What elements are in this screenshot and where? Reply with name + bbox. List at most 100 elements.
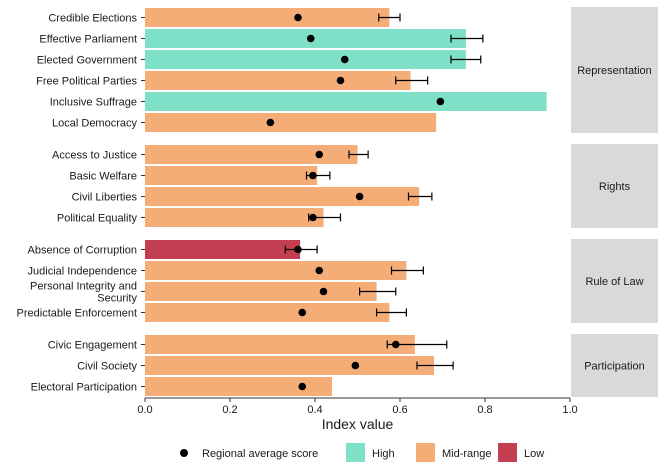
category-label: Elected Government xyxy=(37,55,137,67)
legend-label: Mid-range xyxy=(442,448,492,460)
row-basic-welfare: Basic Welfare xyxy=(69,166,331,185)
regional-average-point xyxy=(315,266,324,275)
bar xyxy=(145,335,415,354)
x-axis-title: Index value xyxy=(322,416,394,432)
category-label-line: Judicial Independence xyxy=(28,266,137,278)
regional-average-point xyxy=(315,150,324,159)
x-tick-label: 0.8 xyxy=(477,404,492,416)
category-label: Credible Elections xyxy=(48,13,137,25)
category-label-line: Credible Elections xyxy=(48,13,137,25)
legend-item-low: Low xyxy=(498,443,544,462)
row-judicial-independence: Judicial Independence xyxy=(28,261,424,280)
regional-average-point xyxy=(436,97,445,106)
regional-average-point xyxy=(336,76,345,85)
bar xyxy=(145,187,420,206)
x-axis: 0.0 0.2 0.4 0.6 0.8 1.0 xyxy=(137,397,578,416)
error-bar xyxy=(407,192,433,201)
category-label: Electoral Participation xyxy=(31,382,137,394)
error-bar xyxy=(359,287,397,296)
facet-strip-label: Participation xyxy=(584,361,645,373)
row-free-political-parties: Free Political Parties xyxy=(36,71,429,90)
panel-representation: Representation Credible Elections Effectiv… xyxy=(36,7,658,133)
legend-item-mid-range: Mid-range xyxy=(416,443,492,462)
row-absence-of-corruption: Absence of Corruption xyxy=(28,240,318,259)
panel-rule-of-law: Rule of Law Absence of Corruption Judicial… xyxy=(17,239,658,323)
row-predictable-enforcement: Predictable Enforcement xyxy=(17,303,407,322)
row-inclusive-suffrage: Inclusive Suffrage xyxy=(50,92,547,111)
category-label-line: Civil Society xyxy=(77,361,137,373)
category-label-line: Effective Parliament xyxy=(39,34,137,46)
error-bar xyxy=(348,150,369,159)
bar xyxy=(145,92,547,111)
category-label: Access to Justice xyxy=(52,150,137,162)
category-label-line: Access to Justice xyxy=(52,150,137,162)
bar xyxy=(145,166,318,185)
category-label: Judicial Independence xyxy=(28,266,137,278)
regional-average-point xyxy=(340,55,349,64)
regional-average-point xyxy=(298,382,307,391)
panel-participation: Participation Civic Engagement Civil Socie… xyxy=(31,334,658,397)
error-bar xyxy=(450,55,482,64)
regional-average-point xyxy=(294,245,302,254)
bar xyxy=(145,240,301,259)
category-label: Free Political Parties xyxy=(36,76,137,88)
row-civil-liberties: Civil Liberties xyxy=(72,187,433,206)
row-civil-society: Civil Society xyxy=(77,356,454,375)
error-bar xyxy=(378,13,401,22)
category-label-line: Inclusive Suffrage xyxy=(50,97,137,109)
x-tick-label: 0.0 xyxy=(137,404,152,416)
row-local-democracy: Local Democracy xyxy=(52,113,437,132)
regional-average-point xyxy=(319,287,328,296)
row-credible-elections: Credible Elections xyxy=(48,8,401,27)
regional-average-point xyxy=(266,118,275,127)
error-bar xyxy=(450,34,484,43)
category-label-line: Local Democracy xyxy=(52,118,137,130)
facet-strip xyxy=(571,239,658,323)
chart-panels: Representation Credible Elections Effectiv… xyxy=(17,7,658,397)
category-label-line: Political Equality xyxy=(57,213,138,225)
error-bar xyxy=(376,308,407,317)
row-political-equality: Political Equality xyxy=(57,208,342,227)
x-tick-label: 0.4 xyxy=(307,404,322,416)
category-label-line: Basic Welfare xyxy=(69,171,137,183)
error-bar xyxy=(395,76,429,85)
row-elected-government: Elected Government xyxy=(37,50,482,69)
regional-average-point xyxy=(355,192,364,201)
facet-strip xyxy=(571,144,658,228)
category-label-line: Personal Integrity and xyxy=(30,281,137,293)
category-label-line: Security xyxy=(97,293,137,305)
legend: Regional average score High Mid-range Low xyxy=(180,443,544,462)
bar xyxy=(145,208,324,227)
bar xyxy=(145,29,466,48)
legend-label: Regional average score xyxy=(202,448,318,460)
category-label-line: Predictable Enforcement xyxy=(17,308,137,320)
category-label-line: Civil Liberties xyxy=(72,192,138,204)
bar xyxy=(145,113,437,132)
facet-strip-label: Rights xyxy=(599,181,631,193)
category-label-line: Elected Government xyxy=(37,55,137,67)
bar xyxy=(145,282,377,301)
row-access-to-justice: Access to Justice xyxy=(52,145,369,164)
bar xyxy=(145,71,411,90)
row-personal-integrity-and-security: Personal Integrity and Security xyxy=(30,281,397,305)
category-label-line: Civic Engagement xyxy=(48,340,137,352)
regional-average-point xyxy=(298,308,307,317)
bar xyxy=(145,145,358,164)
category-label: Political Equality xyxy=(57,213,138,225)
bar xyxy=(145,377,332,396)
bar xyxy=(145,8,390,27)
legend-point-icon xyxy=(180,449,188,457)
facet-strip xyxy=(571,7,658,133)
regional-average-point xyxy=(306,34,315,43)
regional-average-point xyxy=(351,361,360,370)
row-effective-parliament: Effective Parliament xyxy=(39,29,484,48)
bar xyxy=(145,50,466,69)
x-tick-label: 0.2 xyxy=(222,404,237,416)
category-label: Absence of Corruption xyxy=(28,245,137,257)
error-bar xyxy=(416,361,454,370)
category-label: Personal Integrity and Security xyxy=(30,281,138,305)
category-label: Local Democracy xyxy=(52,118,137,130)
error-bar xyxy=(390,266,424,275)
category-label-line: Free Political Parties xyxy=(36,76,137,88)
